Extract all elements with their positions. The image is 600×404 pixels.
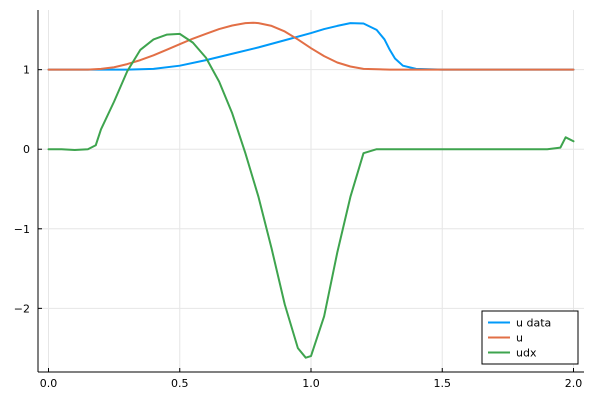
x-tick-label: 2.0 [565,377,583,390]
x-tick-label: 1.0 [302,377,320,390]
x-tick-label: 1.5 [434,377,452,390]
y-tick-label: −1 [14,223,30,236]
legend-label: u data [516,317,551,330]
legend-label: udx [516,347,537,360]
series-line-udx [47,32,575,359]
tick-labels: 0.0 0.5 1.0 1.5 2.0 1 0 −1 −2 [14,64,582,390]
x-tick-label: 0.5 [171,377,189,390]
legend-box [481,310,579,365]
x-tick-label: 0.0 [40,377,58,390]
legend-label: u [516,332,523,345]
y-tick-label: −2 [14,302,30,315]
axes [37,10,584,373]
y-tick-label: 1 [23,64,30,77]
series-lines [47,21,575,359]
y-tick-label: 0 [23,143,30,156]
legend: u data u udx [481,310,579,365]
